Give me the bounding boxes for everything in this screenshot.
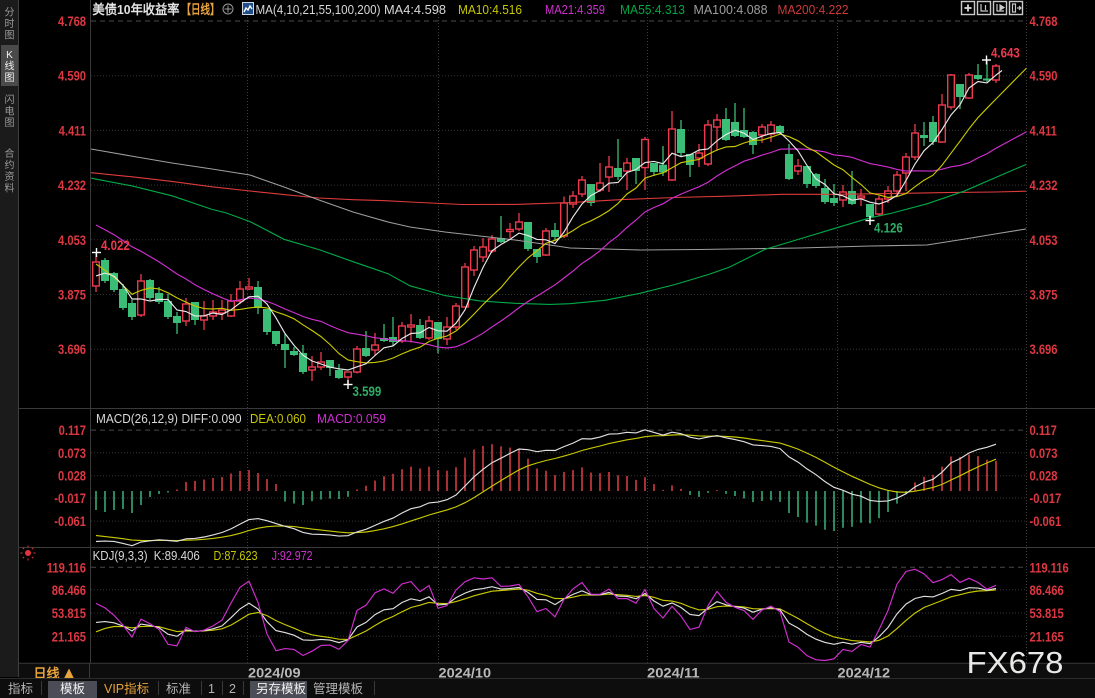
svg-text:闪: 闪	[5, 93, 15, 106]
svg-text:【日线】: 【日线】	[182, 2, 220, 17]
svg-text:线: 线	[5, 60, 15, 73]
svg-text:21.165: 21.165	[52, 629, 86, 644]
svg-text:K:89.406: K:89.406	[154, 549, 200, 563]
svg-text:21.165: 21.165	[1030, 629, 1064, 644]
svg-text:2: 2	[229, 682, 236, 696]
svg-text:0.117: 0.117	[1030, 423, 1057, 438]
svg-text:DIFF:0.090: DIFF:0.090	[182, 412, 242, 426]
svg-text:4.411: 4.411	[59, 123, 86, 138]
svg-text:53.815: 53.815	[52, 606, 86, 621]
svg-text:DEA:0.060: DEA:0.060	[250, 412, 306, 426]
svg-text:MA4:4.598: MA4:4.598	[384, 3, 446, 17]
svg-text:MA55:4.313: MA55:4.313	[620, 3, 685, 17]
svg-text:53.815: 53.815	[1030, 606, 1064, 621]
svg-text:约: 约	[5, 159, 15, 172]
svg-text:4.643: 4.643	[991, 44, 1020, 60]
svg-text:2024/09: 2024/09	[248, 665, 301, 681]
svg-text:时: 时	[5, 18, 15, 30]
svg-text:86.466: 86.466	[1030, 583, 1064, 598]
svg-text:4.053: 4.053	[1030, 233, 1058, 248]
svg-text:0.117: 0.117	[59, 423, 86, 438]
svg-text:-0.017: -0.017	[1030, 491, 1062, 506]
svg-text:3.599: 3.599	[353, 383, 382, 399]
svg-text:管理模板: 管理模板	[313, 681, 364, 696]
svg-text:美债10年收益率: 美债10年收益率	[93, 2, 180, 17]
svg-text:4.768: 4.768	[1030, 14, 1058, 29]
svg-text:日线: 日线	[34, 666, 60, 681]
svg-text:4.590: 4.590	[58, 69, 86, 84]
svg-text:2024/10: 2024/10	[439, 665, 492, 681]
svg-text:FX678: FX678	[967, 645, 1064, 680]
svg-text:2024/11: 2024/11	[647, 665, 700, 681]
svg-text:3.875: 3.875	[58, 287, 86, 302]
svg-text:119.116: 119.116	[47, 560, 86, 575]
svg-text:1: 1	[208, 682, 215, 696]
svg-text:2024/12: 2024/12	[838, 665, 891, 681]
svg-text:MA(4,10,21,55,100,200): MA(4,10,21,55,100,200)	[256, 3, 381, 17]
svg-text:0.028: 0.028	[1030, 469, 1058, 484]
svg-text:4.022: 4.022	[101, 237, 130, 253]
svg-text:分: 分	[5, 7, 15, 19]
svg-text:3.696: 3.696	[58, 342, 86, 357]
svg-text:MACD(26,12,9): MACD(26,12,9)	[96, 412, 178, 426]
svg-text:86.466: 86.466	[52, 583, 86, 598]
svg-text:图: 图	[5, 30, 15, 42]
svg-text:标准: 标准	[166, 682, 191, 696]
svg-text:MA21:4.359: MA21:4.359	[545, 3, 605, 17]
svg-text:4.053: 4.053	[58, 233, 86, 248]
svg-text:J:92.972: J:92.972	[272, 549, 313, 563]
svg-text:-0.017: -0.017	[54, 491, 86, 506]
svg-text:-0.061: -0.061	[54, 514, 86, 529]
svg-text:料: 料	[5, 182, 15, 195]
svg-text:电: 电	[5, 105, 15, 118]
svg-text:4.126: 4.126	[874, 219, 903, 235]
svg-text:VIP指标: VIP指标	[104, 681, 149, 696]
svg-text:图: 图	[5, 117, 15, 129]
svg-text:MA10:4.516: MA10:4.516	[458, 3, 522, 17]
svg-text:-0.061: -0.061	[1030, 514, 1062, 529]
svg-text:KDJ(9,3,3): KDJ(9,3,3)	[93, 549, 148, 563]
svg-text:0.073: 0.073	[1030, 446, 1058, 461]
svg-text:另存模板: 另存模板	[256, 682, 307, 696]
svg-text:模板: 模板	[60, 682, 86, 696]
svg-text:4.768: 4.768	[58, 14, 86, 29]
svg-text:图: 图	[5, 72, 15, 84]
svg-text:3.696: 3.696	[1030, 342, 1058, 357]
svg-text:MA200:4.222: MA200:4.222	[778, 3, 849, 17]
svg-text:3.875: 3.875	[1030, 287, 1058, 302]
svg-text:4.590: 4.590	[1030, 69, 1058, 84]
svg-text:MACD:0.059: MACD:0.059	[317, 412, 386, 426]
svg-text:K: K	[6, 50, 13, 61]
svg-text:资: 资	[5, 171, 15, 183]
svg-text:4.411: 4.411	[1030, 123, 1057, 138]
svg-text:0.073: 0.073	[58, 446, 86, 461]
svg-text:指标: 指标	[8, 681, 33, 696]
svg-text:合: 合	[5, 147, 15, 160]
svg-text:D:87.623: D:87.623	[214, 549, 258, 563]
svg-text:4.232: 4.232	[1030, 178, 1058, 193]
svg-text:119.116: 119.116	[1030, 560, 1069, 575]
svg-text:MA100:4.088: MA100:4.088	[694, 3, 768, 17]
svg-text:4.232: 4.232	[58, 178, 86, 193]
svg-text:0.028: 0.028	[58, 469, 86, 484]
